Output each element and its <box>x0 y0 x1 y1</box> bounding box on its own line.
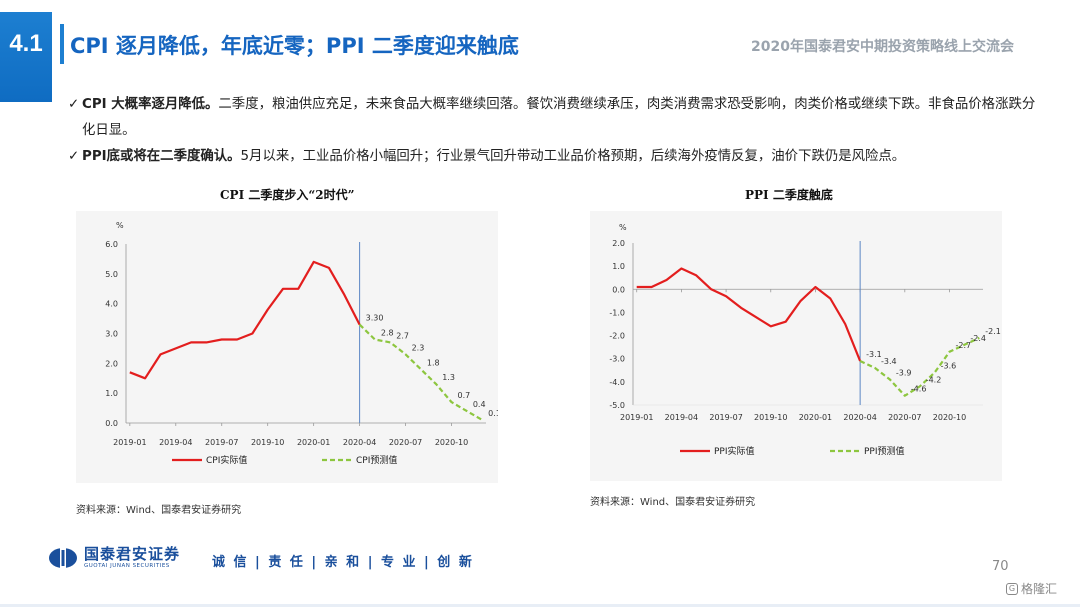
x-tick-label: 2020-07 <box>389 438 422 447</box>
data-label: -4.6 <box>911 385 927 394</box>
legend-forecast-label: PPI预测值 <box>864 445 905 457</box>
y-tick-label: 1.0 <box>105 389 118 398</box>
page-title: CPI 逐月降低，年底近零；PPI 二季度迎来触底 <box>70 34 519 58</box>
bullet-ppi-heading: PPI底或将在二季度确认。 <box>82 149 241 164</box>
data-label: -3.1 <box>866 350 882 359</box>
data-label: 2.3 <box>412 343 425 352</box>
x-tick-label: 2020-01 <box>799 413 832 422</box>
data-label: 1.8 <box>427 358 440 367</box>
cpi-chart-svg: % 6.0 5.0 4.0 3.0 2.0 1.0 0.0 2019-01 2019-04 2019… <box>105 221 498 466</box>
data-label: -2.1 <box>985 327 1001 336</box>
x-tick-label: 2019-04 <box>159 438 192 447</box>
page-number: 70 <box>992 559 1009 574</box>
legend-actual-label: PPI实际值 <box>714 445 755 457</box>
bullet-cpi-text: 二季度，粮油供应充足，未来食品大概率继续回落。餐饮消费继续承压，肉类消费需求恐受… <box>82 97 1036 138</box>
x-tick-label: 2020-10 <box>435 438 468 447</box>
bullet-ppi: ✓ PPI底或将在二季度确认。5月以来，工业品价格小幅回升；行业景气回升带动工业… <box>68 144 1048 170</box>
y-tick-label: 6.0 <box>105 240 118 249</box>
forecast-series-line <box>859 336 980 397</box>
cpi-source-note: 资料来源：Wind、国泰君安证券研究 <box>76 505 242 516</box>
conference-name: 2020年国泰君安中期投资策略线上交流会 <box>751 39 1014 55</box>
data-label: 1.3 <box>442 373 455 382</box>
x-tick-label: 2019-04 <box>665 413 698 422</box>
watermark: G 格隆汇 <box>1006 580 1057 597</box>
x-tick-label: 2020-07 <box>888 413 921 422</box>
data-label: -2.7 <box>955 341 971 350</box>
data-label: 3.30 <box>366 314 384 323</box>
x-tick-label: 2020-04 <box>343 438 376 447</box>
data-label: -3.9 <box>896 369 912 378</box>
x-tick-label: 2019-10 <box>251 438 284 447</box>
data-label: 0.7 <box>458 391 471 400</box>
check-icon: ✓ <box>68 97 80 112</box>
check-icon: ✓ <box>68 149 80 164</box>
x-tick-label: 2019-07 <box>709 413 742 422</box>
company-name-cn: 国泰君安证券 <box>84 545 181 563</box>
x-tick-label: 2019-01 <box>113 438 146 447</box>
y-tick-label: 5.0 <box>105 270 118 279</box>
y-tick-label: -5.0 <box>609 401 625 410</box>
legend-actual-label: CPI实际值 <box>206 454 247 466</box>
x-tick-label: 2019-07 <box>205 438 238 447</box>
y-tick-label: 0.0 <box>105 419 118 428</box>
title-accent-bar <box>60 24 64 64</box>
watermark-icon: G <box>1006 582 1018 595</box>
x-tick-label: 2019-10 <box>754 413 787 422</box>
x-tick-label: 2020-04 <box>843 413 876 422</box>
ppi-source-note: 资料来源：Wind、国泰君安证券研究 <box>590 497 756 508</box>
x-tick-label: 2019-01 <box>620 413 653 422</box>
y-tick-label: 2.0 <box>612 239 625 248</box>
watermark-text: 格隆汇 <box>1021 582 1058 596</box>
y-tick-label: 3.0 <box>105 330 118 339</box>
data-label: -4.2 <box>926 375 942 384</box>
logo-emblem-icon <box>48 547 78 569</box>
data-label: -3.6 <box>941 362 957 371</box>
y-tick-label: 4.0 <box>105 300 118 309</box>
ppi-chart-title: PPI 二季度触底 <box>745 188 833 202</box>
x-tick-label: 2020-10 <box>933 413 966 422</box>
y-unit-label: % <box>619 223 627 232</box>
ppi-chart: % 2.0 1.0 0.0 -1.0 -2.0 -3.0 -4.0 -5.0 2019-01 201… <box>590 211 1002 481</box>
bullet-ppi-text: 5月以来，工业品价格小幅回升；行业景气回升带动工业品价格预期，后续海外疫情反复，… <box>240 149 906 164</box>
y-tick-label: -3.0 <box>609 355 625 364</box>
data-label: 0.1 <box>488 409 498 418</box>
bullet-cpi-heading: CPI 大概率逐月降低。 <box>82 97 219 112</box>
data-label: 2.8 <box>381 328 394 337</box>
y-unit-label: % <box>116 221 124 230</box>
forecast-series-line <box>358 323 483 421</box>
actual-series-line <box>129 260 361 380</box>
bullet-cpi: ✓ CPI 大概率逐月降低。二季度，粮油供应充足，未来食品大概率继续回落。餐饮消… <box>68 92 1048 144</box>
y-tick-label: 1.0 <box>612 262 625 271</box>
data-label: 0.4 <box>473 400 486 409</box>
bottom-bar <box>0 604 1080 607</box>
y-tick-label: -4.0 <box>609 378 625 387</box>
y-tick-label: -1.0 <box>609 308 625 317</box>
cpi-chart-title: CPI 二季度步入“2时代” <box>220 188 355 202</box>
company-name-en: GUOTAI JUNAN SECURITIES <box>84 563 170 569</box>
bullet-list: ✓ CPI 大概率逐月降低。二季度，粮油供应充足，未来食品大概率继续回落。餐饮消… <box>68 92 1048 170</box>
data-label: -3.4 <box>881 357 897 366</box>
x-tick-label: 2020-01 <box>297 438 330 447</box>
legend-forecast-label: CPI预测值 <box>356 454 397 466</box>
section-number: 4.1 <box>0 12 52 102</box>
cpi-chart: % 6.0 5.0 4.0 3.0 2.0 1.0 0.0 2019-01 2019-04 2019… <box>76 211 498 483</box>
y-tick-label: -2.0 <box>609 332 625 341</box>
y-tick-label: 0.0 <box>612 285 625 294</box>
company-logo: 国泰君安证券 GUOTAI JUNAN SECURITIES <box>48 547 180 570</box>
ppi-chart-svg: % 2.0 1.0 0.0 -1.0 -2.0 -3.0 -4.0 -5.0 2019-01 201… <box>609 223 1001 457</box>
data-label: 2.7 <box>396 331 409 340</box>
y-tick-label: 2.0 <box>105 359 118 368</box>
company-slogan: 诚 信 | 责 任 | 亲 和 | 专 业 | 创 新 <box>212 555 474 570</box>
actual-series-line <box>636 267 862 362</box>
data-label: -2.4 <box>970 334 986 343</box>
